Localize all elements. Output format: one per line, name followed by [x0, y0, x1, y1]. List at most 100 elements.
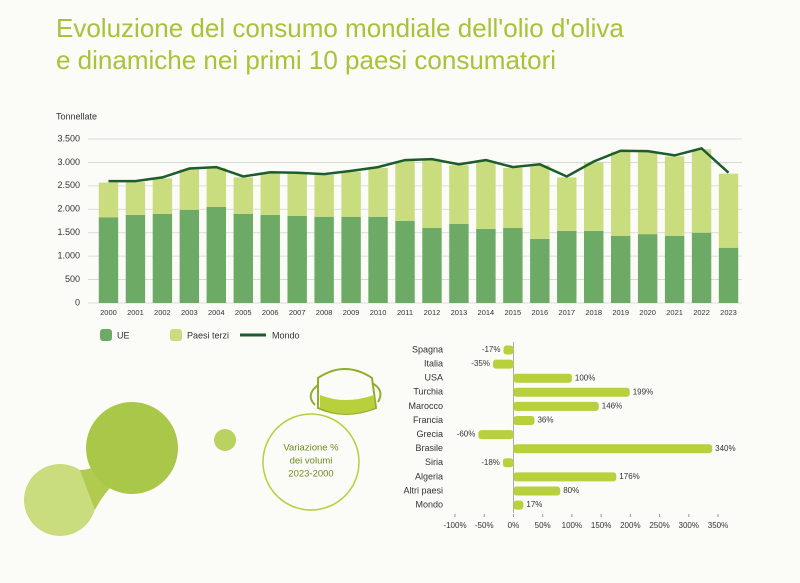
bar-segment [718, 173, 739, 248]
bar [513, 373, 572, 383]
x-tick-label: 2019 [612, 308, 629, 317]
bar-segment [476, 228, 496, 303]
bar-segment [341, 216, 361, 303]
bar-segment [637, 234, 658, 303]
annotation: dei volumi [290, 456, 333, 467]
value-label: -17% [482, 345, 501, 354]
bar-segment [637, 152, 658, 235]
legend-label: Paesi terzi [187, 330, 229, 340]
x-tick-label: 2021 [666, 308, 683, 317]
y-tick-label: 3.500 [57, 133, 80, 143]
x-tick-label: 2001 [127, 308, 144, 317]
legend-label: Mondo [272, 330, 300, 340]
category-label: Francia [413, 415, 443, 425]
x-tick-label: 2007 [289, 308, 306, 317]
bar-segment [98, 182, 119, 218]
bar-segment [179, 169, 200, 210]
bar-segment [584, 230, 604, 303]
value-label: 36% [537, 416, 553, 425]
x-tick-label: 2017 [558, 308, 575, 317]
bar-segment [287, 215, 307, 303]
value-label: 146% [602, 402, 622, 411]
x-tick-label: 2003 [181, 308, 198, 317]
bar [513, 416, 535, 425]
value-label: -18% [481, 458, 500, 467]
x-tick-label: 300% [679, 521, 699, 530]
category-label: Marocco [408, 401, 443, 411]
x-tick-label: 150% [591, 521, 611, 530]
bar [513, 500, 524, 510]
bar [513, 387, 630, 397]
bar-segment [503, 228, 523, 303]
category-label: USA [424, 373, 443, 383]
x-tick-label: 2016 [531, 308, 548, 317]
category-label: Algeria [415, 471, 443, 481]
category-label: Grecia [416, 429, 443, 439]
bar-segment [530, 165, 550, 239]
category-label: Italia [424, 358, 443, 368]
x-tick-label: 2004 [208, 308, 225, 317]
line-series [108, 146, 730, 183]
bar-segment [368, 216, 388, 303]
bar-segment [125, 182, 146, 215]
x-tick-label: -50% [475, 521, 494, 530]
bar-segment [610, 235, 631, 303]
bar-segment [557, 177, 577, 231]
bar-segment [718, 247, 739, 303]
x-tick-label: 2006 [262, 308, 279, 317]
value-label: -60% [457, 430, 476, 439]
bar-segment [206, 168, 227, 207]
bar-segment [152, 213, 173, 303]
bar-segment [260, 173, 280, 215]
y-tick-label: 0 [75, 297, 80, 307]
bar-segment [314, 175, 334, 217]
category-label: Mondo [415, 499, 443, 509]
x-tick-label: 250% [649, 521, 669, 530]
bar-segment [449, 223, 469, 303]
annotation: 2023-2000 [288, 469, 333, 480]
bar-segment [368, 168, 388, 217]
category-label: Siria [425, 457, 443, 467]
x-tick-label: 2008 [316, 308, 333, 317]
x-tick-label: 2015 [505, 308, 522, 317]
bar [513, 486, 561, 496]
y-tick-label: 2.000 [57, 204, 80, 214]
bar-segment [395, 161, 415, 221]
x-tick-label: 200% [620, 521, 640, 530]
x-tick-label: 100% [562, 521, 582, 530]
x-tick-label: 2005 [235, 308, 252, 317]
x-tick-label: 2010 [370, 308, 387, 317]
category-label: Brasile [415, 443, 443, 453]
bar [502, 458, 514, 468]
bar-segment [98, 217, 119, 303]
x-tick-label: 0% [508, 521, 520, 530]
bar-segment [691, 149, 712, 233]
bar-segment [449, 165, 469, 224]
bar-segment [557, 230, 577, 303]
bar-segment [260, 214, 280, 303]
legend-swatch [100, 329, 112, 341]
annotation: Variazione % [283, 443, 339, 454]
legend-swatch [170, 329, 182, 341]
x-tick-label: 2009 [343, 308, 360, 317]
x-tick-label: 2018 [585, 308, 602, 317]
y-axis-label: Tonnellate [56, 111, 97, 121]
bar-segment [664, 156, 685, 236]
bar [513, 444, 713, 454]
value-label: 176% [619, 472, 639, 481]
y-tick-label: 2.500 [57, 180, 80, 190]
bar [513, 472, 617, 482]
value-label: 17% [526, 500, 542, 509]
bar-segment [179, 209, 200, 303]
bar-segment [476, 161, 496, 229]
bar-segment [341, 171, 361, 217]
x-tick-label: 2014 [478, 308, 495, 317]
x-tick-label: 2012 [424, 308, 441, 317]
value-label: 80% [563, 486, 579, 495]
bar-segment [610, 151, 631, 236]
decoration [24, 368, 382, 536]
bar [478, 430, 514, 440]
x-tick-label: 2022 [693, 308, 710, 317]
category-label: Spagna [412, 344, 443, 354]
